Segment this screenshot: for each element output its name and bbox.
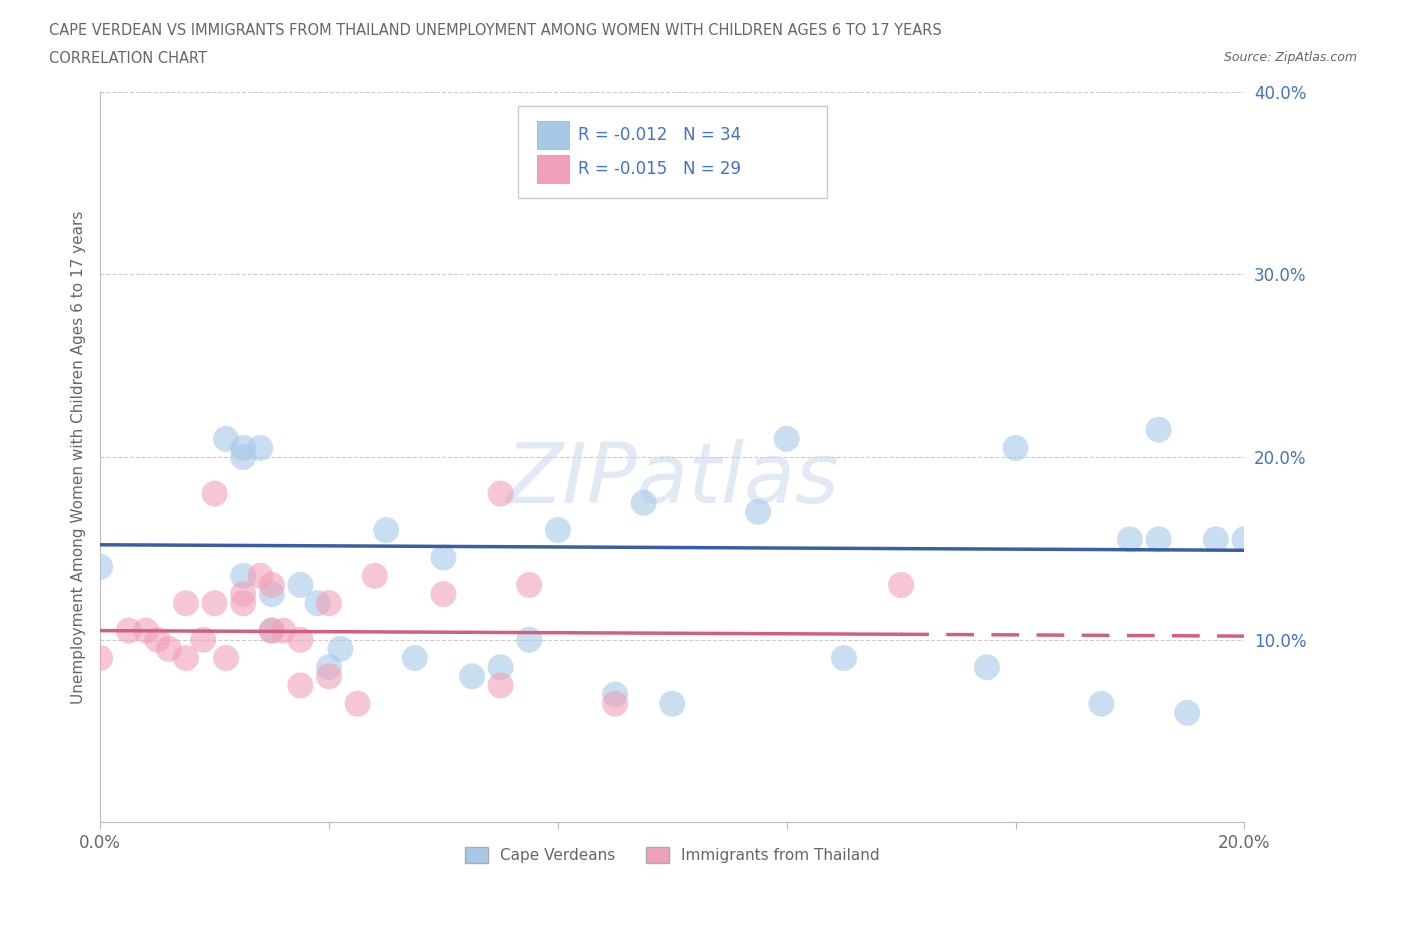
Point [157, 642, 180, 657]
Point [1205, 532, 1227, 547]
Point [432, 551, 454, 565]
Point [174, 596, 197, 611]
Point [346, 697, 368, 711]
Point [776, 432, 799, 446]
Point [1090, 697, 1112, 711]
Text: R = -0.015   N = 29: R = -0.015 N = 29 [578, 160, 741, 179]
Point [1233, 532, 1256, 547]
Point [174, 651, 197, 666]
Point [890, 578, 912, 592]
Point [135, 623, 157, 638]
Point [661, 697, 683, 711]
Point [260, 578, 283, 592]
Point [290, 578, 312, 592]
Point [461, 669, 484, 684]
Point [146, 632, 169, 647]
Point [318, 669, 340, 684]
Point [260, 587, 283, 602]
Point [260, 623, 283, 638]
Point [204, 486, 226, 501]
Y-axis label: Unemployment Among Women with Children Ages 6 to 17 years: Unemployment Among Women with Children A… [72, 210, 86, 704]
Point [404, 651, 426, 666]
Point [89, 651, 111, 666]
Point [832, 651, 855, 666]
FancyBboxPatch shape [537, 121, 569, 149]
Point [249, 441, 271, 456]
Point [1147, 422, 1170, 437]
Point [747, 504, 769, 519]
Point [633, 496, 655, 511]
Legend: Cape Verdeans, Immigrants from Thailand: Cape Verdeans, Immigrants from Thailand [458, 842, 886, 870]
Point [271, 623, 294, 638]
Point [318, 596, 340, 611]
Point [215, 651, 238, 666]
Point [603, 697, 626, 711]
Point [329, 642, 352, 657]
Point [489, 486, 512, 501]
Point [290, 632, 312, 647]
FancyBboxPatch shape [537, 155, 569, 183]
Point [603, 687, 626, 702]
Point [307, 596, 329, 611]
Point [118, 623, 141, 638]
Point [232, 568, 254, 583]
Text: CAPE VERDEAN VS IMMIGRANTS FROM THAILAND UNEMPLOYMENT AMONG WOMEN WITH CHILDREN : CAPE VERDEAN VS IMMIGRANTS FROM THAILAND… [49, 23, 942, 38]
Text: Source: ZipAtlas.com: Source: ZipAtlas.com [1223, 51, 1357, 64]
Point [1147, 532, 1170, 547]
Point [364, 568, 387, 583]
Text: ZIPatlas: ZIPatlas [506, 439, 839, 520]
Point [232, 587, 254, 602]
Point [232, 596, 254, 611]
Point [489, 678, 512, 693]
Point [976, 659, 998, 674]
Point [1175, 705, 1198, 720]
Point [318, 659, 340, 674]
Point [547, 523, 569, 538]
Text: R = -0.012   N = 34: R = -0.012 N = 34 [578, 126, 741, 144]
Point [260, 623, 283, 638]
Point [204, 596, 226, 611]
Point [232, 441, 254, 456]
Point [215, 432, 238, 446]
Point [1004, 441, 1026, 456]
Point [249, 568, 271, 583]
Point [89, 559, 111, 574]
Point [1119, 532, 1142, 547]
Point [489, 659, 512, 674]
Point [232, 449, 254, 464]
Point [290, 678, 312, 693]
Point [375, 523, 398, 538]
FancyBboxPatch shape [517, 106, 827, 198]
Point [432, 587, 454, 602]
Point [517, 632, 540, 647]
Text: CORRELATION CHART: CORRELATION CHART [49, 51, 207, 66]
Point [517, 578, 540, 592]
Point [191, 632, 214, 647]
